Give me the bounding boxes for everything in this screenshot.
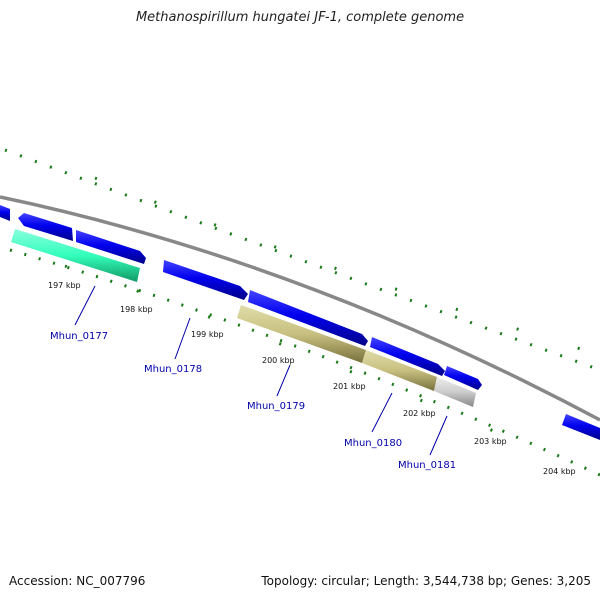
- cds-arrow[interactable]: [444, 366, 482, 390]
- scale-label: 199 kbp: [191, 330, 224, 339]
- cds-arrow[interactable]: [370, 337, 445, 376]
- gene-label-mhun-0179[interactable]: Mhun_0179: [247, 401, 305, 412]
- cds-track-reverse: [11, 229, 476, 407]
- cds-track-forward: [0, 205, 600, 440]
- inner-scale-ticks: [9, 248, 600, 477]
- cds-arrow[interactable]: [76, 230, 146, 264]
- gene-label-mhun-0178[interactable]: Mhun_0178: [144, 364, 202, 375]
- cds-arrow[interactable]: [163, 260, 248, 300]
- map-title: Methanospirillum hungatei JF-1, complete…: [135, 10, 465, 25]
- scale-label: 203 kbp: [474, 437, 507, 446]
- cds-arrow[interactable]: [18, 213, 73, 241]
- cds-mhun-0179-bar[interactable]: [237, 305, 366, 363]
- cds-mhun-0177-bar[interactable]: [11, 229, 140, 282]
- genome-backbone: [0, 195, 600, 422]
- scale-label: 202 kbp: [403, 409, 436, 418]
- outer-scale-ticks: [4, 148, 600, 372]
- cds-mhun-0180-bar[interactable]: [362, 350, 437, 391]
- gene-leaders: [74, 285, 448, 456]
- accession-text: Accession: NC_007796: [9, 574, 146, 588]
- gene-label-mhun-0177[interactable]: Mhun_0177: [50, 331, 108, 342]
- scale-label: 200 kbp: [262, 356, 295, 365]
- cds-arrow[interactable]: [562, 414, 600, 440]
- cds-mhun-0181-bar[interactable]: [434, 377, 476, 407]
- cds-arrow[interactable]: [0, 205, 10, 221]
- scale-label: 204 kbp: [543, 467, 576, 476]
- scale-label: 201 kbp: [333, 382, 366, 391]
- gene-label-mhun-0180[interactable]: Mhun_0180: [344, 438, 402, 449]
- scale-label: 198 kbp: [120, 305, 153, 314]
- scale-label: 197 kbp: [48, 281, 81, 290]
- cds-arrow[interactable]: [248, 290, 368, 346]
- gene-label-mhun-0181[interactable]: Mhun_0181: [398, 460, 456, 471]
- genome-summary-text: Topology: circular; Length: 3,544,738 bp…: [261, 574, 591, 588]
